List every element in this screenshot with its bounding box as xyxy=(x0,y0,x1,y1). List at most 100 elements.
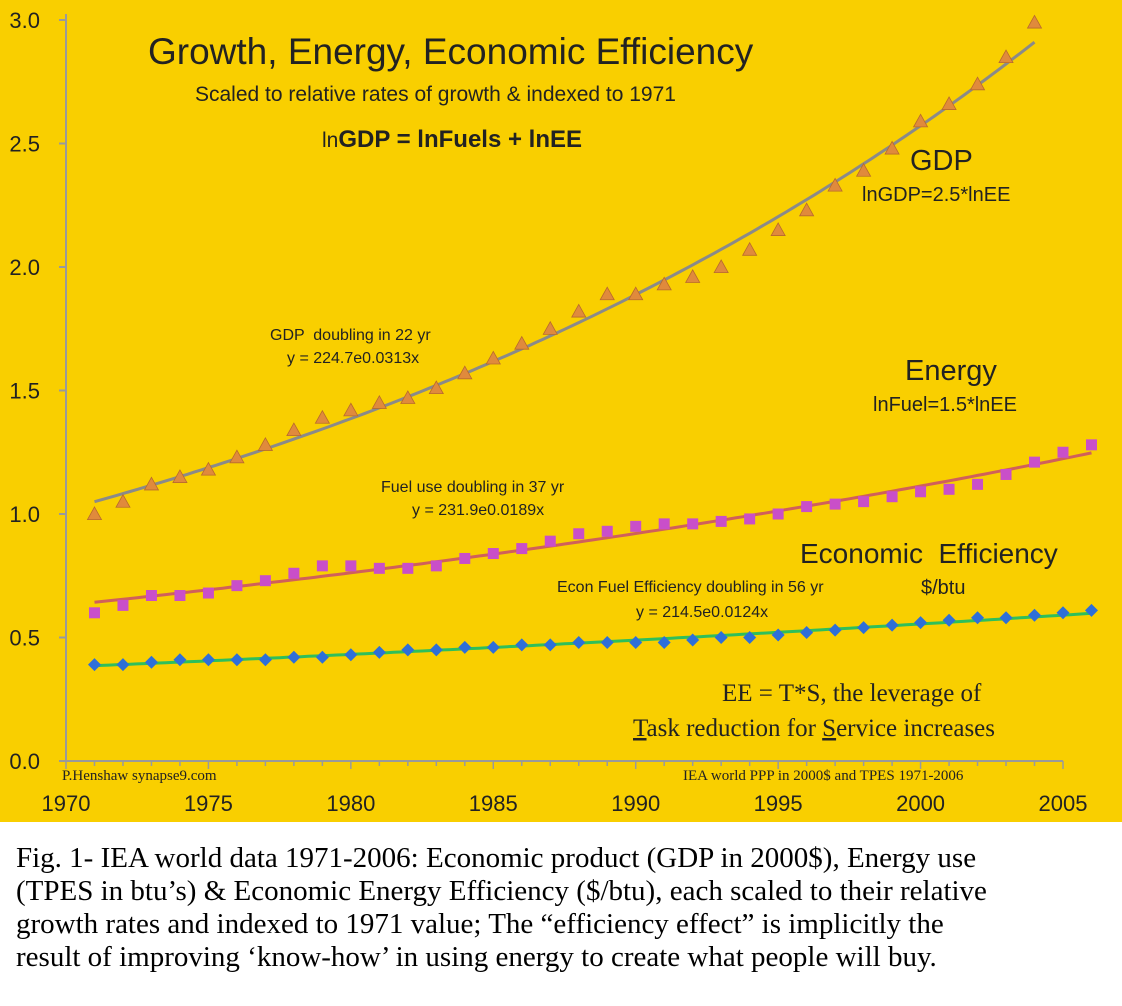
x-tick-label: 1970 xyxy=(42,791,91,816)
gdp-point xyxy=(628,286,644,301)
gdp-point xyxy=(770,222,786,236)
energy-point xyxy=(829,498,841,510)
economic-efficiency-point xyxy=(657,635,671,649)
gdp-point xyxy=(400,390,416,404)
economic-efficiency-point xyxy=(116,658,130,672)
energy-point xyxy=(744,513,756,525)
y-tick-label: 1.0 xyxy=(9,502,40,527)
economic-efficiency-point xyxy=(914,616,928,630)
gdp-point xyxy=(713,259,729,274)
equation: lnGDP = lnFuels + lnEE xyxy=(322,126,582,153)
energy-point xyxy=(915,486,927,498)
economic-efficiency-point xyxy=(458,640,472,654)
energy-point xyxy=(943,483,955,495)
gdp-point xyxy=(314,409,331,424)
energy-point xyxy=(858,496,870,508)
x-tick-label: 1980 xyxy=(326,791,375,816)
energy-point xyxy=(373,562,385,574)
energy-series-label: Energy xyxy=(905,355,997,387)
economic-efficiency-point xyxy=(144,655,158,669)
chart-title: Growth, Energy, Economic Efficiency xyxy=(148,31,754,72)
economic-efficiency-point xyxy=(971,611,985,625)
energy-relation-label: lnFuel=1.5*lnEE xyxy=(873,394,1017,416)
gdp-series-label: GDP xyxy=(910,145,973,177)
credit-right: IEA world PPP in 2000$ and TPES 1971-200… xyxy=(683,768,964,784)
economic-efficiency-point xyxy=(287,650,301,664)
economic-efficiency-point xyxy=(828,623,842,637)
economic-efficiency-point xyxy=(344,648,358,662)
economic-efficiency-point xyxy=(572,635,586,649)
energy-point xyxy=(886,491,898,503)
y-tick-label: 0.5 xyxy=(9,626,40,651)
gdp-relation-label: lnGDP=2.5*lnEE xyxy=(862,184,1010,206)
credit-left: P.Henshaw synapse9.com xyxy=(62,768,217,784)
gdp-point xyxy=(969,76,986,91)
figure-caption: Fig. 1- IEA world data 1971-2006: Econom… xyxy=(16,842,1116,974)
economic-efficiency-point xyxy=(87,658,101,672)
economic-efficiency-point xyxy=(942,613,956,627)
energy-point xyxy=(772,508,784,520)
ee-note-line2: Task reduction for Service increases xyxy=(633,715,995,742)
gdp-point xyxy=(286,422,302,437)
x-tick-label: 1995 xyxy=(754,791,803,816)
energy-point xyxy=(715,515,727,527)
gdp-point xyxy=(143,476,160,491)
ee-note-s: S xyxy=(822,715,836,742)
energy-point xyxy=(1000,468,1012,480)
gdp-point xyxy=(798,202,815,217)
energy-point xyxy=(1029,456,1041,468)
energy-point xyxy=(1085,439,1097,451)
ee-series-label: Economic Efficiency xyxy=(800,538,1058,569)
x-tick-label: 1990 xyxy=(611,791,660,816)
energy-point xyxy=(145,590,157,602)
x-tick-label: 2000 xyxy=(896,791,945,816)
x-axis-ticks: 1970 1975 1980 1985 1990 1995 2000 2005 xyxy=(42,761,1087,816)
gdp-trend-equation: y = 224.7e0.0313x xyxy=(287,350,419,367)
energy-point xyxy=(801,501,813,513)
gdp-point xyxy=(115,493,131,508)
economic-efficiency-point xyxy=(686,633,700,647)
gdp-point xyxy=(685,269,701,283)
economic-efficiency-point xyxy=(201,653,215,667)
economic-efficiency-point xyxy=(258,653,272,667)
energy-point xyxy=(601,525,613,537)
caption-line-2: (TPES in btu’s) & Economic Energy Effici… xyxy=(16,875,987,907)
ee-note-mid: ask reduction for xyxy=(647,715,823,742)
energy-point xyxy=(231,580,243,592)
economic-efficiency-point xyxy=(743,631,757,644)
energy-point xyxy=(345,560,357,572)
x-tick-label: 1985 xyxy=(469,791,518,816)
ee-note-end: ervice increases xyxy=(836,715,995,742)
energy-trend-equation: y = 231.9e0.0189x xyxy=(412,502,544,519)
gdp-point xyxy=(86,506,103,520)
economic-efficiency-point xyxy=(885,618,899,632)
gdp-point xyxy=(457,365,473,380)
energy-trend-label: Fuel use doubling in 37 yr xyxy=(381,479,565,496)
energy-point xyxy=(259,575,271,587)
gdp-point xyxy=(229,449,245,464)
energy-point xyxy=(658,518,670,530)
ee-unit-label: $/btu xyxy=(921,577,965,599)
economic-efficiency-point xyxy=(173,653,187,667)
economic-efficiency-point xyxy=(372,645,386,659)
ee-note-line1: EE = T*S, the leverage of xyxy=(722,680,982,707)
gdp-point xyxy=(998,49,1014,64)
equation-plus-ln: + ln xyxy=(501,126,550,153)
gdp-trend-label: GDP doubling in 22 yr xyxy=(270,327,431,344)
y-tick-label: 3.0 xyxy=(9,8,40,33)
gdp-point xyxy=(827,177,843,192)
energy-point xyxy=(430,560,442,572)
gdp-point xyxy=(571,303,587,318)
caption-line-4: result of improving ‘know-how’ in using … xyxy=(16,941,937,973)
gdp-point xyxy=(485,350,501,365)
economic-efficiency-point xyxy=(543,638,557,652)
gdp-point xyxy=(371,395,388,409)
economic-efficiency-point xyxy=(429,643,443,657)
economic-efficiency-point xyxy=(1056,606,1070,620)
economic-efficiency-point xyxy=(230,653,244,667)
economic-efficiency-point xyxy=(800,626,814,640)
gdp-point xyxy=(542,320,558,335)
ee-note-t: T xyxy=(633,715,648,742)
x-tick-label: 1975 xyxy=(184,791,233,816)
energy-point xyxy=(117,599,129,611)
